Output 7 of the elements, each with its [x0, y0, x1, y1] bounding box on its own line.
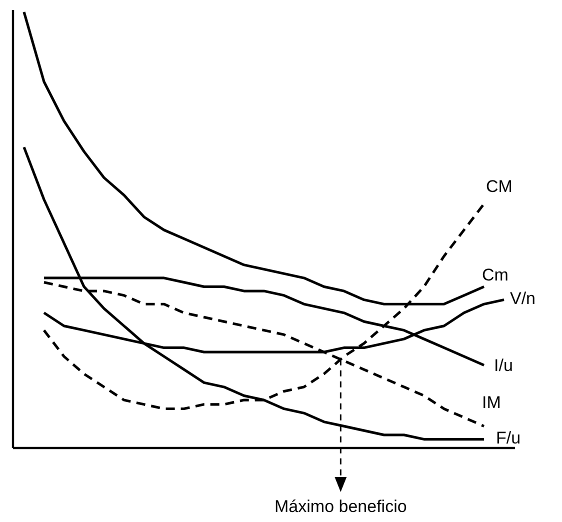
series-label: CM [486, 176, 512, 196]
series-label: F/u [496, 428, 521, 448]
series-label: IM [482, 393, 501, 412]
series-label: I/u [494, 356, 513, 376]
text: Máximo beneficio [274, 497, 407, 516]
series-label: V/n [510, 288, 536, 308]
series-label: Cm [482, 266, 508, 285]
